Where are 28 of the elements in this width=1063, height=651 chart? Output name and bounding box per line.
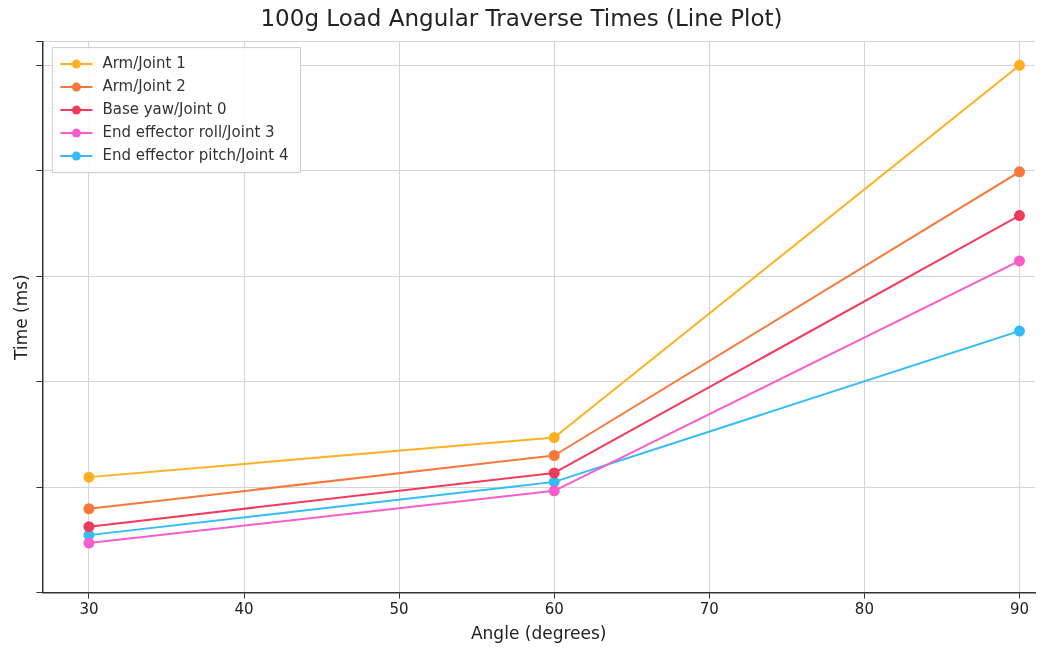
point <box>548 432 560 444</box>
point <box>548 467 560 479</box>
legend-label: End effector pitch/Joint 4 <box>102 145 289 164</box>
y-axis-title: Time (ms) <box>10 274 31 361</box>
legend-label: Arm/Joint 1 <box>102 53 186 72</box>
point <box>1013 210 1025 222</box>
point <box>83 521 95 533</box>
chart-title: 100g Load Angular Traverse Times (Line Plot) <box>260 4 783 31</box>
point <box>548 450 560 462</box>
point <box>1013 325 1025 337</box>
legend-label: Base yaw/Joint 0 <box>102 99 227 118</box>
point <box>83 537 95 549</box>
legend-label: Arm/Joint 2 <box>102 76 186 95</box>
x-tick-label: 40 <box>234 600 254 619</box>
x-tick-label: 90 <box>1009 600 1030 619</box>
x-axis-title: Angle (degrees) <box>470 623 607 644</box>
x-tick-label: 70 <box>699 600 719 619</box>
legend-label: End effector roll/Joint 3 <box>102 122 275 141</box>
point <box>1013 59 1025 71</box>
point <box>1013 255 1025 267</box>
point <box>83 471 95 483</box>
point <box>548 485 560 497</box>
point <box>83 503 95 515</box>
x-tick-label: 60 <box>544 600 564 619</box>
x-tick-label: 80 <box>854 600 874 619</box>
x-tick-label: 30 <box>79 600 99 619</box>
point <box>1013 166 1025 178</box>
x-tick-label: 50 <box>389 600 409 619</box>
